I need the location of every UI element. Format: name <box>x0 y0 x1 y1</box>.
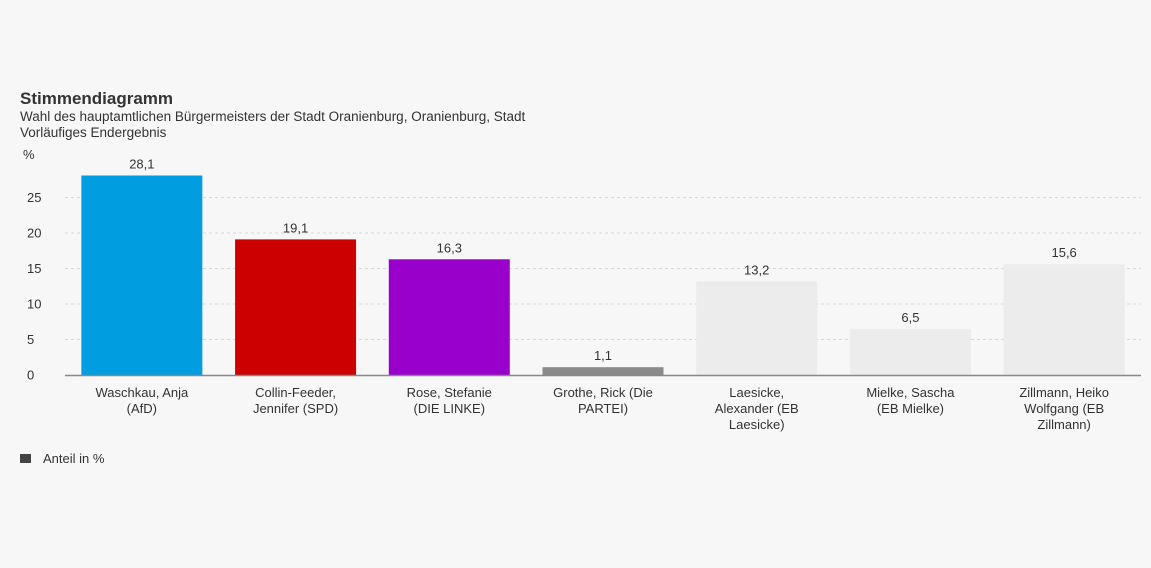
x-tick-label: Zillmann, Heiko Wolfgang (EB Zillmann) <box>1019 385 1109 432</box>
bar <box>849 328 971 375</box>
data-label: 28,1 <box>129 156 154 171</box>
x-tick-label: Grothe, Rick (Die PARTEI) <box>553 385 653 416</box>
legend-label: Anteil in % <box>43 451 105 466</box>
x-tick-label: Waschkau, Anja (AfD) <box>95 385 189 416</box>
subtitle-line-1: Wahl des hauptamtlichen Bürgermeisters d… <box>20 109 526 124</box>
y-axis-unit-label: % <box>23 147 35 162</box>
x-tick-label: Collin-Feeder, Jennifer (SPD) <box>253 385 338 416</box>
bar <box>81 175 203 375</box>
legend-swatch <box>20 454 31 463</box>
bar <box>542 367 664 375</box>
x-tick-label: Mielke, Sascha (EB Mielke) <box>866 385 955 416</box>
y-tick-label: 15 <box>27 261 41 276</box>
y-tick-label: 0 <box>27 368 34 383</box>
bar <box>696 281 818 375</box>
y-tick-label: 5 <box>27 332 34 347</box>
bar <box>235 239 357 375</box>
y-tick-label: 20 <box>27 226 41 241</box>
chart-legend[interactable]: Anteil in % <box>20 451 104 466</box>
chart-title: Stimmendiagramm <box>20 89 174 108</box>
data-label: 6,5 <box>901 310 919 325</box>
data-label: 13,2 <box>744 262 769 277</box>
y-tick-label: 25 <box>27 190 41 205</box>
x-tick-label: Laesicke, Alexander (EB Laesicke) <box>715 385 799 432</box>
x-tick-label: Rose, Stefanie (DIE LINKE) <box>407 385 492 416</box>
data-label: 19,1 <box>283 220 308 235</box>
data-label: 15,6 <box>1051 245 1076 260</box>
data-label: 16,3 <box>437 240 462 255</box>
data-label: 1,1 <box>594 348 612 363</box>
chart-subtitle: Wahl des hauptamtlichen Bürgermeisters d… <box>20 109 525 141</box>
bar <box>1003 264 1125 375</box>
subtitle-line-2: Vorläufiges Endergebnis <box>20 125 167 140</box>
y-tick-label: 10 <box>27 297 41 312</box>
bar <box>388 259 510 375</box>
